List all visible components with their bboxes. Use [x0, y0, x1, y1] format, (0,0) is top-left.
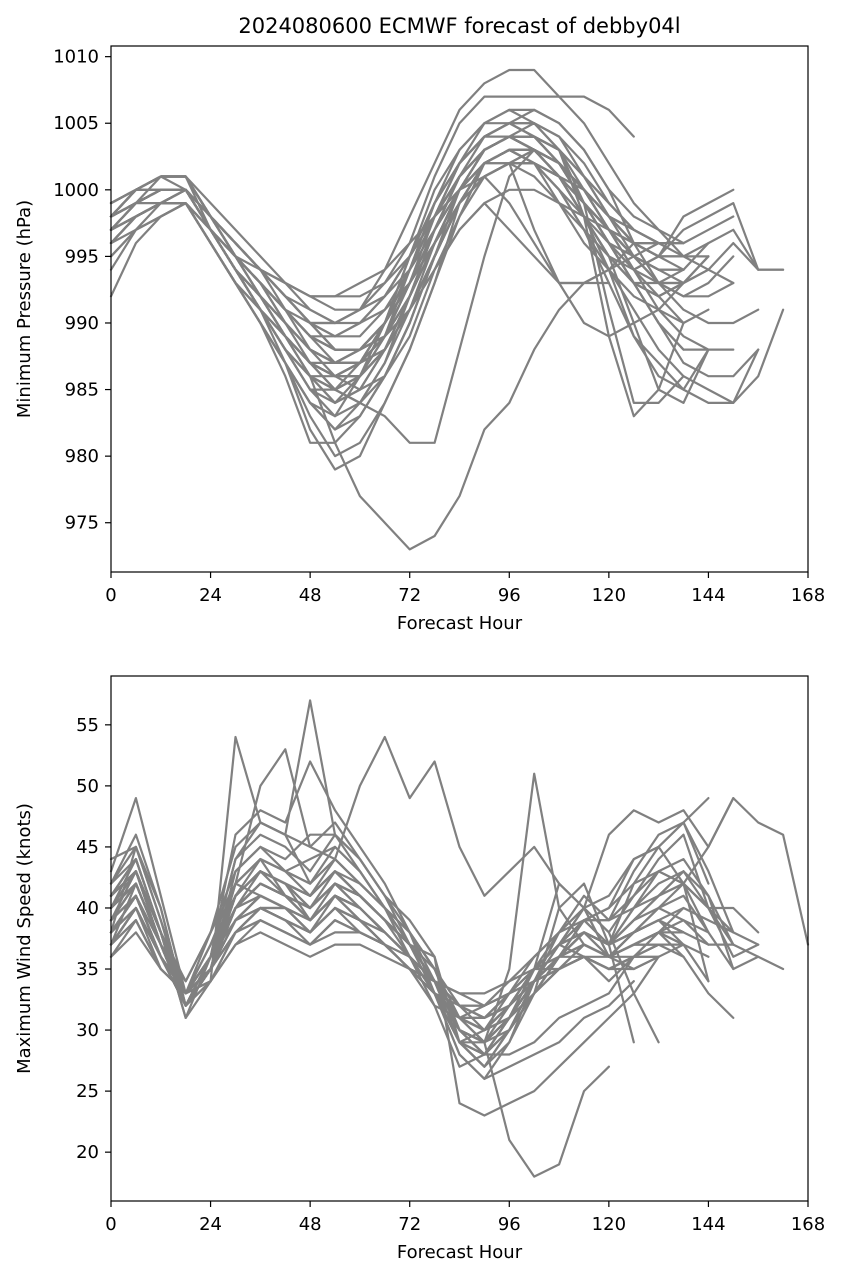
- wind-y-tick-label: 35: [76, 959, 99, 980]
- wind-axes-frame: [110, 675, 809, 1202]
- wind-x-tick-label: 0: [105, 1214, 116, 1235]
- wind-y-axis-label: Maximum Wind Speed (knots): [14, 803, 35, 1074]
- wind-x-tick-label: 72: [398, 1214, 421, 1235]
- pressure-series-line-m49: [109, 148, 685, 364]
- wind-series-line-m38: [109, 894, 611, 1178]
- wind-series-group: [109, 699, 810, 1178]
- wind-panel: 0 24 48 72 96 120 144 168 20 25 30 35 40 45 50 55 Fore…: [14, 675, 825, 1263]
- pressure-series-line-m03: [109, 148, 760, 458]
- wind-series-line-m33: [109, 699, 710, 1068]
- pressure-x-tick-label: 120: [592, 585, 626, 606]
- wind-x-tick-label: 24: [199, 1214, 222, 1235]
- wind-x-axis-label: Forecast Hour: [397, 1242, 523, 1263]
- wind-x-ticks: 0 24 48 72 96 120 144 168: [105, 1201, 825, 1235]
- wind-series-line-m48: [109, 882, 685, 1032]
- pressure-x-tick-label: 168: [791, 585, 825, 606]
- pressure-x-axis-label: Forecast Hour: [397, 613, 523, 634]
- wind-x-tick-label: 144: [691, 1214, 725, 1235]
- pressure-series-line-m50: [109, 148, 660, 378]
- wind-y-tick-label: 45: [76, 837, 99, 858]
- pressure-y-tick-label: 1010: [53, 47, 99, 68]
- wind-y-tick-label: 50: [76, 776, 99, 797]
- wind-y-ticks: 20 25 30 35 40 45 50 55: [76, 715, 111, 1163]
- pressure-y-axis-label: Minimum Pressure (hPa): [14, 200, 35, 418]
- pressure-y-tick-label: 985: [65, 380, 99, 401]
- wind-y-tick-label: 55: [76, 715, 99, 736]
- wind-x-tick-label: 168: [791, 1214, 825, 1235]
- pressure-y-tick-label: 975: [65, 513, 99, 534]
- wind-y-tick-label: 40: [76, 898, 99, 919]
- pressure-y-tick-label: 990: [65, 313, 99, 334]
- wind-series-line-m51: [109, 857, 735, 1032]
- pressure-x-tick-label: 0: [105, 585, 116, 606]
- pressure-series-line-m47: [109, 135, 635, 338]
- pressure-y-tick-label: 995: [65, 246, 99, 267]
- pressure-series-line-m51: [109, 162, 735, 311]
- pressure-series-line-m19: [109, 148, 660, 351]
- pressure-y-tick-label: 980: [65, 446, 99, 467]
- pressure-panel: 2024080600 ECMWF forecast of debby04l 0 2…: [14, 14, 825, 634]
- pressure-axes-frame: [110, 45, 809, 573]
- wind-series-line-m50: [109, 906, 660, 1020]
- chart-title: 2024080600 ECMWF forecast of debby04l: [238, 14, 680, 38]
- wind-x-tick-label: 96: [498, 1214, 521, 1235]
- pressure-series-group: [109, 68, 785, 551]
- pressure-y-ticks: 975 980 985 990 995 1000 1005 1010: [53, 47, 111, 534]
- pressure-series-line-m31: [109, 188, 635, 351]
- pressure-series-line-m38: [109, 175, 611, 298]
- pressure-x-tick-label: 24: [199, 585, 222, 606]
- pressure-x-tick-label: 144: [691, 585, 725, 606]
- pressure-x-tick-label: 96: [498, 585, 521, 606]
- wind-y-tick-label: 25: [76, 1081, 99, 1102]
- wind-x-tick-label: 48: [299, 1214, 322, 1235]
- wind-series-line-m34: [109, 735, 635, 1007]
- wind-y-tick-label: 30: [76, 1020, 99, 1041]
- wind-y-tick-label: 20: [76, 1142, 99, 1163]
- pressure-y-tick-label: 1000: [53, 180, 99, 201]
- wind-x-tick-label: 120: [592, 1214, 626, 1235]
- pressure-series-line-m35: [109, 188, 660, 551]
- pressure-x-ticks: 0 24 48 72 96 120 144 168: [105, 572, 825, 606]
- pressure-x-tick-label: 72: [398, 585, 421, 606]
- wind-series-line-m02: [109, 821, 710, 1056]
- pressure-x-tick-label: 48: [299, 585, 322, 606]
- pressure-y-tick-label: 1005: [53, 113, 99, 134]
- pressure-series-line-m45: [109, 162, 760, 391]
